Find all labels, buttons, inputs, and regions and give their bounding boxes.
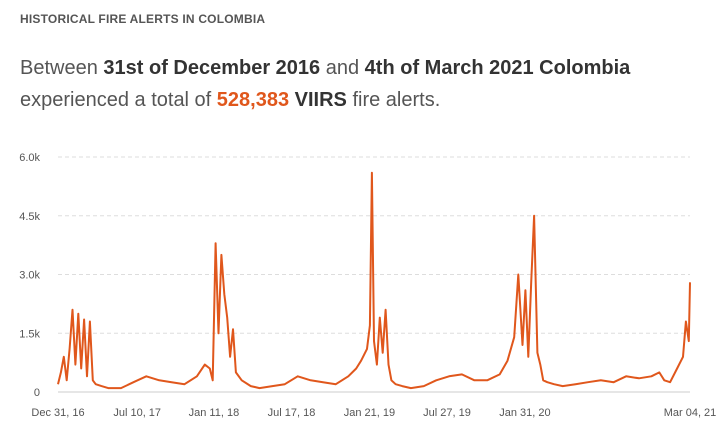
fire-alerts-line-chart: 0 1.5k 3.0k 4.5k 6.0k Dec 31, 16 Jul 10, 17 Ja… — [19, 152, 716, 419]
y-tick-label: 4.5k — [19, 211, 40, 223]
y-tick-label: 6.0k — [19, 152, 40, 164]
x-tick-label: Mar 04, 21 — [664, 407, 717, 419]
y-axis: 0 1.5k 3.0k 4.5k 6.0k — [19, 152, 40, 399]
total-alerts-value: 528,383 — [216, 89, 290, 111]
summary-text-part: fire alerts. — [346, 89, 441, 111]
y-tick-label: 3.0k — [19, 270, 40, 282]
x-tick-label: Jul 27, 19 — [423, 407, 471, 419]
dataset-name: VIIRS — [294, 89, 347, 111]
summary-text-part: Between — [20, 57, 104, 79]
x-axis: Dec 31, 16 Jul 10, 17 Jan 11, 18 Jul 17, 18… — [31, 407, 716, 419]
summary-text-part: experienced a total of — [20, 89, 217, 111]
y-tick-label: 0 — [34, 387, 40, 399]
fire-alerts-series-line — [57, 171, 691, 390]
end-date: 4th of March 2021 Colombia — [364, 57, 631, 79]
x-tick-label: Jan 21, 19 — [344, 407, 395, 419]
x-tick-label: Dec 31, 16 — [31, 407, 84, 419]
x-tick-label: Jul 17, 18 — [268, 407, 316, 419]
x-tick-label: Jul 10, 17 — [113, 407, 161, 419]
chart-kicker-title: HISTORICAL FIRE ALERTS IN COLOMBIA — [20, 12, 266, 26]
x-tick-label: Jan 31, 20 — [499, 407, 550, 419]
summary-text: Between 31st of December 2016 and 4th of… — [20, 52, 710, 116]
y-tick-label: 1.5k — [19, 328, 40, 340]
summary-text-part: and — [320, 57, 365, 79]
x-tick-label: Jan 11, 18 — [189, 407, 240, 419]
start-date: 31st of December 2016 — [103, 57, 321, 79]
series-layer — [57, 171, 691, 390]
